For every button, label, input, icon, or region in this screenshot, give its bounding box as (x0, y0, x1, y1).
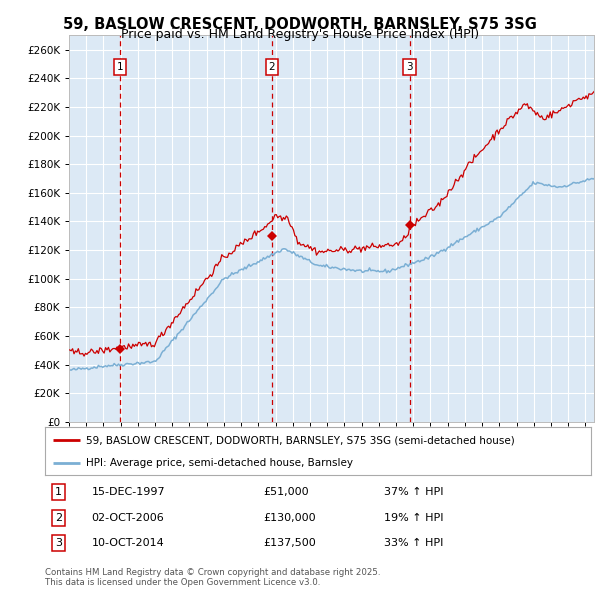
Text: 2: 2 (269, 62, 275, 72)
Text: 1: 1 (55, 487, 62, 497)
Text: 3: 3 (406, 62, 413, 72)
Text: 15-DEC-1997: 15-DEC-1997 (91, 487, 165, 497)
Text: £51,000: £51,000 (263, 487, 309, 497)
Text: £130,000: £130,000 (263, 513, 316, 523)
Text: 1: 1 (116, 62, 123, 72)
Text: 37% ↑ HPI: 37% ↑ HPI (383, 487, 443, 497)
Text: 59, BASLOW CRESCENT, DODWORTH, BARNSLEY, S75 3SG: 59, BASLOW CRESCENT, DODWORTH, BARNSLEY,… (63, 17, 537, 31)
Text: HPI: Average price, semi-detached house, Barnsley: HPI: Average price, semi-detached house,… (86, 458, 353, 468)
Text: 10-OCT-2014: 10-OCT-2014 (91, 538, 164, 548)
Text: 59, BASLOW CRESCENT, DODWORTH, BARNSLEY, S75 3SG (semi-detached house): 59, BASLOW CRESCENT, DODWORTH, BARNSLEY,… (86, 435, 515, 445)
Text: 33% ↑ HPI: 33% ↑ HPI (383, 538, 443, 548)
Text: 19% ↑ HPI: 19% ↑ HPI (383, 513, 443, 523)
Text: 3: 3 (55, 538, 62, 548)
Text: 02-OCT-2006: 02-OCT-2006 (91, 513, 164, 523)
Text: £137,500: £137,500 (263, 538, 316, 548)
Text: 2: 2 (55, 513, 62, 523)
Text: Price paid vs. HM Land Registry's House Price Index (HPI): Price paid vs. HM Land Registry's House … (121, 28, 479, 41)
Text: Contains HM Land Registry data © Crown copyright and database right 2025.
This d: Contains HM Land Registry data © Crown c… (45, 568, 380, 587)
